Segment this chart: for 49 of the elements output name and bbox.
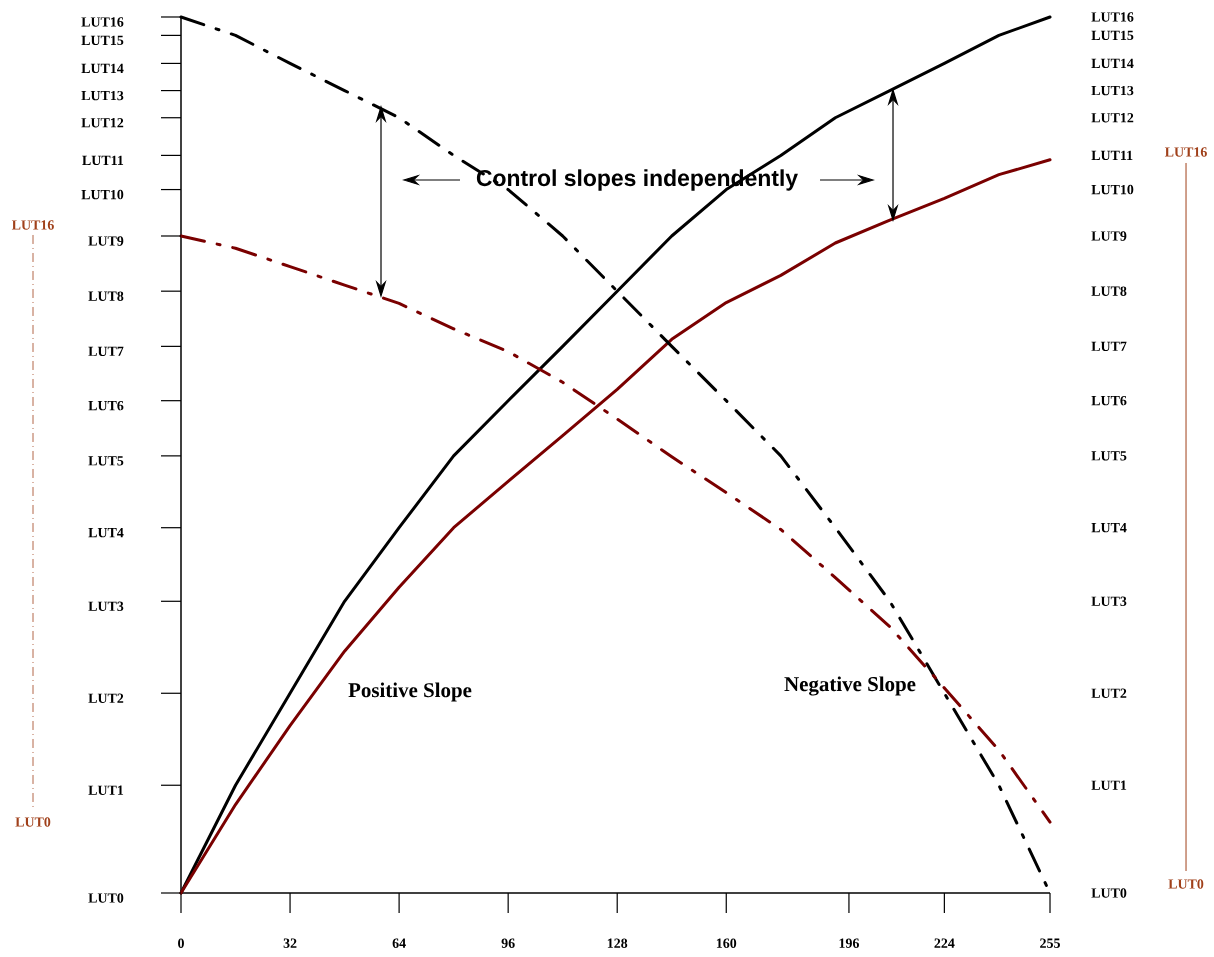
text: LUT5 [1091, 451, 1127, 461]
x-tick-label: 196 [839, 938, 859, 948]
text: LUT15 [1091, 30, 1134, 41]
x-tick-label: 96 [501, 938, 515, 948]
text: LUT11 [1091, 150, 1133, 161]
text: LUT14 [81, 63, 124, 74]
text: LUT3 [1091, 596, 1127, 606]
text: LUT7 [1091, 341, 1127, 351]
text: LUT12 [81, 118, 124, 128]
text: LUT4 [88, 528, 124, 538]
x-tick-label: 64 [392, 938, 406, 948]
text: LUT0 [15, 817, 51, 827]
x-tick-label: 128 [607, 938, 628, 948]
annotation: Negative Slope [784, 676, 916, 696]
text: LUT2 [1091, 688, 1127, 698]
text: LUT16 [1164, 147, 1207, 157]
text: LUT11 [82, 155, 124, 166]
text: LUT16 [11, 220, 54, 230]
text: LUT0 [1091, 888, 1127, 898]
x-tick-label: 32 [283, 938, 297, 948]
text: LUT13 [81, 90, 124, 101]
text: LUT0 [88, 893, 124, 903]
text: LUT5 [88, 456, 124, 466]
text: LUT13 [1091, 85, 1134, 96]
text: LUT15 [81, 35, 124, 46]
text: LUT10 [1091, 184, 1134, 195]
text: LUT16 [1091, 12, 1134, 22]
text: LUT16 [81, 17, 124, 27]
x-tick-label: 224 [934, 938, 955, 948]
text: LUT6 [88, 401, 124, 411]
text: LUT10 [81, 189, 124, 200]
text: LUT7 [88, 346, 124, 356]
x-tick-label: 160 [716, 938, 737, 948]
text: LUT9 [1091, 231, 1127, 241]
text: LUT1 [88, 785, 124, 795]
text: LUT8 [1091, 286, 1127, 296]
annotation: Positive Slope [348, 682, 472, 702]
text: LUT1 [1091, 780, 1127, 790]
text: LUT3 [88, 601, 124, 611]
text: LUT9 [88, 236, 124, 246]
text: LUT2 [88, 693, 124, 703]
x-tick-label: 0 [178, 938, 184, 948]
text: LUT14 [1091, 58, 1134, 69]
x-tick-label: 255 [1040, 938, 1060, 948]
text: LUT0 [1168, 879, 1204, 889]
text: LUT4 [1091, 523, 1127, 533]
text: LUT6 [1091, 396, 1127, 406]
text: LUT12 [1091, 113, 1134, 123]
text: LUT8 [88, 291, 124, 301]
